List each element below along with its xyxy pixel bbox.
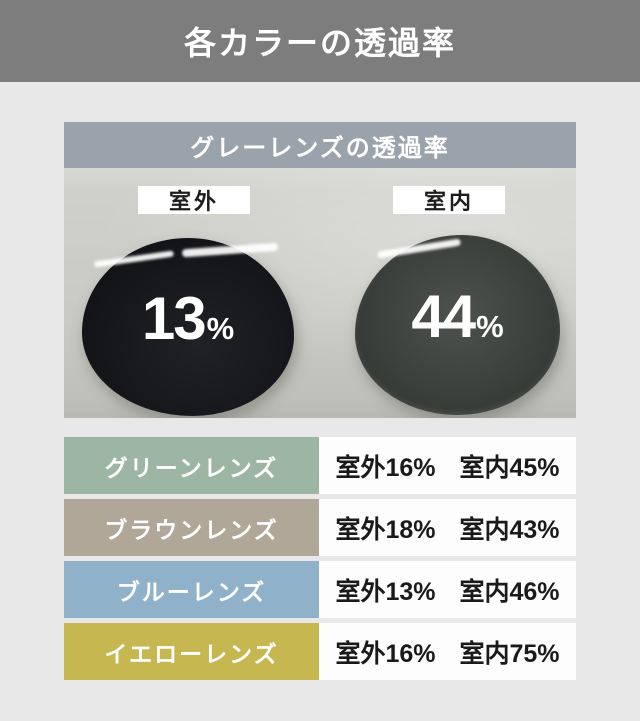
indoor-percent-number: 44: [411, 283, 476, 350]
outdoor-value: 室外16%: [335, 453, 436, 482]
page-header: 各カラーの透過率: [0, 0, 640, 82]
indoor-label: 室内: [393, 186, 505, 214]
table-row-blue: ブルーレンズ 室外13% 室内46%: [64, 561, 576, 618]
outdoor-value: 室外16%: [335, 639, 436, 668]
page-title: 各カラーの透過率: [183, 25, 456, 61]
lens-values-cell: 室外18% 室内43%: [319, 499, 576, 556]
gray-lens-panel: グレーレンズの透過率 室外 室内 13 % 44 %: [64, 122, 576, 418]
indoor-value: 室内43%: [459, 515, 560, 544]
lens-comparison-table: グリーンレンズ 室外16% 室内45% ブラウンレンズ 室外18% 室内43% …: [64, 437, 576, 680]
reflection-highlight-icon: [181, 242, 279, 258]
lens-photo: 室外 室内 13 % 44 %: [64, 168, 576, 418]
indoor-transmittance-value: 44 %: [411, 287, 503, 347]
lens-name-cell: グリーンレンズ: [64, 437, 319, 494]
outdoor-value: 室外13%: [335, 577, 436, 606]
indoor-value: 室内46%: [459, 577, 560, 606]
indoor-value: 室内75%: [459, 639, 560, 668]
outdoor-value: 室外18%: [335, 515, 436, 544]
lens-name-cell: ブルーレンズ: [64, 561, 319, 618]
panel-title: グレーレンズの透過率: [64, 122, 576, 168]
outdoor-percent-number: 13: [141, 285, 207, 352]
percent-sign: %: [476, 309, 504, 344]
reflection-highlight-icon: [93, 250, 175, 268]
lens-values-cell: 室外16% 室内45%: [319, 437, 576, 494]
lens-name-cell: イエローレンズ: [64, 623, 319, 680]
percent-sign: %: [206, 311, 235, 346]
outdoor-lens: 13 %: [82, 238, 294, 416]
table-row-green: グリーンレンズ 室外16% 室内45%: [64, 437, 576, 494]
lens-name-cell: ブラウンレンズ: [64, 499, 319, 556]
outdoor-label: 室外: [138, 186, 250, 214]
outdoor-transmittance-value: 13 %: [142, 289, 234, 349]
indoor-lens: 44 %: [355, 235, 560, 415]
lens-values-cell: 室外13% 室内46%: [319, 561, 576, 618]
table-row-brown: ブラウンレンズ 室外18% 室内43%: [64, 499, 576, 556]
indoor-value: 室内45%: [459, 453, 560, 482]
table-row-yellow: イエローレンズ 室外16% 室内75%: [64, 623, 576, 680]
lens-values-cell: 室外16% 室内75%: [319, 623, 576, 680]
reflection-highlight-icon: [376, 238, 462, 259]
